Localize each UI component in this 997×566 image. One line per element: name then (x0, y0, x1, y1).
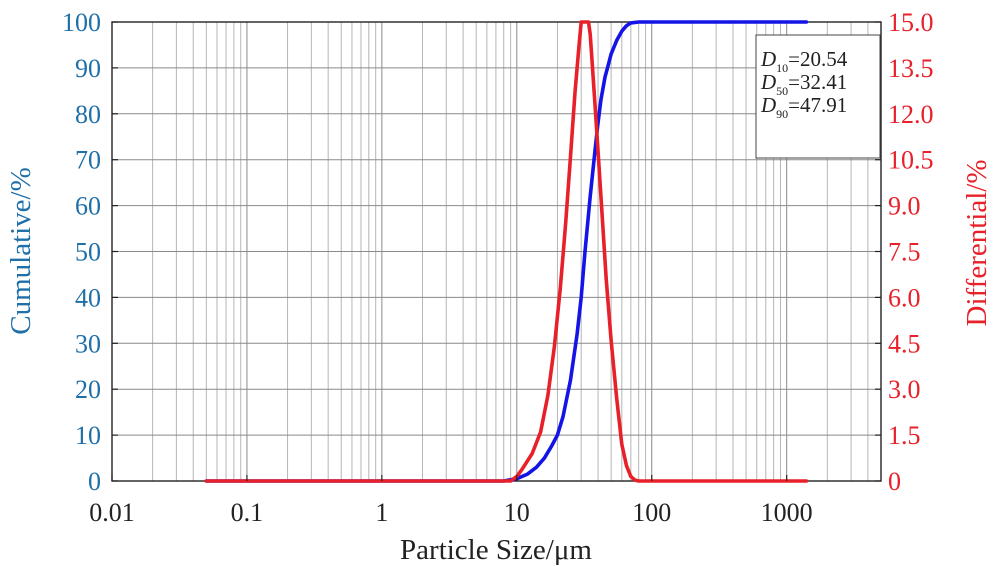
y-right-axis-label: Differential/% (961, 160, 993, 327)
legend-subscript: 10 (776, 61, 788, 75)
legend-symbol: D (760, 47, 776, 71)
y-left-tick-label: 20 (75, 375, 101, 404)
y-right-tick-label: 0 (888, 467, 901, 496)
y-right-tick-label: 7.5 (888, 238, 921, 267)
y-right-tick-label: 4.5 (888, 329, 921, 358)
y-right-tick-label: 15.0 (888, 8, 934, 37)
x-tick-label: 100 (632, 498, 671, 527)
y-left-tick-label: 70 (75, 146, 101, 175)
y-left-tick-label: 10 (75, 421, 101, 450)
y-right-tick-label: 3.0 (888, 375, 921, 404)
y-right-ticks: 0 1.5 3.0 4.5 6.0 7.5 9.0 10.5 12.0 13.5 15.0 (875, 8, 934, 496)
y-left-axis-label: Cumulative/% (5, 167, 37, 335)
x-axis-ticks: 0.01 0.1 1 10 100 1000 (89, 475, 813, 527)
y-left-tick-label: 0 (88, 467, 101, 496)
y-left-tick-label: 100 (62, 8, 101, 37)
y-left-tick-label: 40 (75, 283, 101, 312)
legend-line: D90=47.91 (760, 93, 847, 121)
legend-box (755, 34, 881, 159)
y-right-tick-label: 9.0 (888, 192, 921, 221)
legend-value: =32.41 (788, 70, 847, 94)
x-tick-label: 0.01 (89, 498, 135, 527)
legend-line: D50=32.41 (760, 70, 847, 98)
series-layer (204, 20, 809, 483)
y-left-tick-label: 80 (75, 100, 101, 129)
x-tick-label: 10 (504, 498, 530, 527)
y-left-tick-label: 30 (75, 329, 101, 358)
series-cumulative-line (204, 20, 809, 483)
x-tick-label: 1 (375, 498, 388, 527)
legend-symbol: D (760, 93, 776, 117)
y-left-tick-label: 50 (75, 238, 101, 267)
legend-value: =47.91 (788, 93, 847, 117)
series-differential-line (204, 20, 809, 483)
y-right-tick-label: 1.5 (888, 421, 921, 450)
legend-symbol: D (760, 70, 776, 94)
y-right-tick-label: 6.0 (888, 283, 921, 312)
legend-subscript: 90 (776, 107, 788, 121)
y-left-ticks: 0 10 20 30 40 50 60 70 80 90 100 (62, 8, 118, 496)
legend-value: =20.54 (788, 47, 848, 71)
y-left-tick-label: 90 (75, 54, 101, 83)
y-left-tick-label: 60 (75, 192, 101, 221)
x-tick-label: 1000 (761, 498, 813, 527)
x-tick-label: 0.1 (231, 498, 264, 527)
y-right-tick-label: 13.5 (888, 54, 934, 83)
legend-subscript: 50 (776, 84, 788, 98)
x-axis-label: Particle Size/μm (400, 534, 592, 566)
y-right-tick-label: 12.0 (888, 100, 934, 129)
legend-line: D10=20.54 (760, 47, 848, 75)
y-right-tick-label: 10.5 (888, 146, 934, 175)
